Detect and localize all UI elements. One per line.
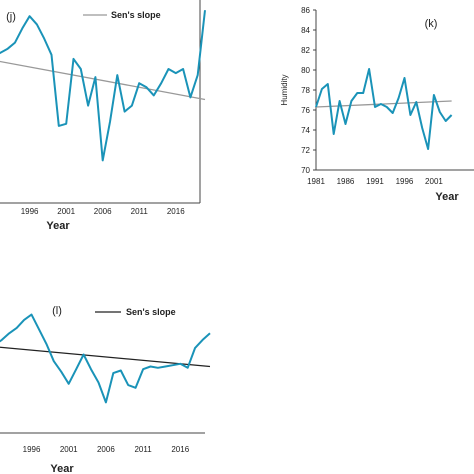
panel-l-x-tick-label: 1996 — [23, 445, 41, 454]
panel-k-y-tick-label: 72 — [301, 146, 310, 155]
panel-k-y-tick-label: 70 — [301, 166, 310, 175]
panel-l-x-tick-label: 2011 — [134, 445, 152, 454]
panel-j-x-tick-label: 2016 — [167, 207, 185, 216]
panel-j-x-axis — [0, 0, 201, 204]
panel-l-x-tick-label: 2001 — [60, 445, 78, 454]
panel-l: 1996 2001 2006 2011 2016 Year (l) Sen's slop… — [0, 305, 211, 474]
panel-j-legend-label: Sen's slope — [111, 10, 161, 20]
panel-l-x-tick-label: 2006 — [97, 445, 115, 454]
panel-j-x-tick-label: 2011 — [131, 207, 149, 216]
panel-k-x-tick-label: 1996 — [396, 177, 414, 186]
panel-k-x-tick-label: 1991 — [366, 177, 384, 186]
panel-l-label: (l) — [52, 305, 62, 317]
panel-k-x-tick-label: 2001 — [425, 177, 443, 186]
panel-k-label: (k) — [425, 18, 438, 30]
panel-k-x-axis-title: Year — [435, 191, 459, 203]
panel-k-y-tick-label: 86 — [301, 6, 310, 15]
panel-l-legend-label: Sen's slope — [126, 307, 176, 317]
panel-k-y-tick-label: 74 — [301, 126, 310, 135]
panel-k-y-tick-label: 82 — [301, 46, 310, 55]
panel-k-series-line — [315, 68, 453, 150]
panel-l-x-axis-title: Year — [50, 463, 74, 474]
panel-k-y-tick-label: 76 — [301, 106, 310, 115]
panel-k-y-axis-title: Humidity — [280, 74, 289, 105]
panel-j-x-axis-title: Year — [46, 220, 70, 232]
panel-j-x-tick-label: 2001 — [57, 207, 75, 216]
panel-l-sens-slope-line — [0, 346, 211, 368]
panel-j: 1996 2001 2006 2011 2016 Year (j) Sen's slop… — [0, 0, 206, 232]
panel-l-x-tick-label: 2016 — [171, 445, 189, 454]
panel-j-legend: Sen's slope — [83, 10, 161, 20]
panel-k-y-tick-label: 84 — [301, 26, 310, 35]
panel-k-y-tick-label: 78 — [301, 86, 310, 95]
panel-l-series-line — [0, 313, 211, 404]
panel-j-label: (j) — [6, 11, 16, 23]
panel-k-y-tick-label: 80 — [301, 66, 310, 75]
panel-j-x-tick-label: 2006 — [94, 207, 112, 216]
panel-l-legend: Sen's slope — [95, 307, 176, 317]
panel-k-x-tick-label: 1986 — [337, 177, 355, 186]
panel-j-x-tick-label: 1996 — [21, 207, 39, 216]
panel-k-x-tick-label: 1981 — [307, 177, 325, 186]
panel-j-series-line — [0, 10, 206, 162]
